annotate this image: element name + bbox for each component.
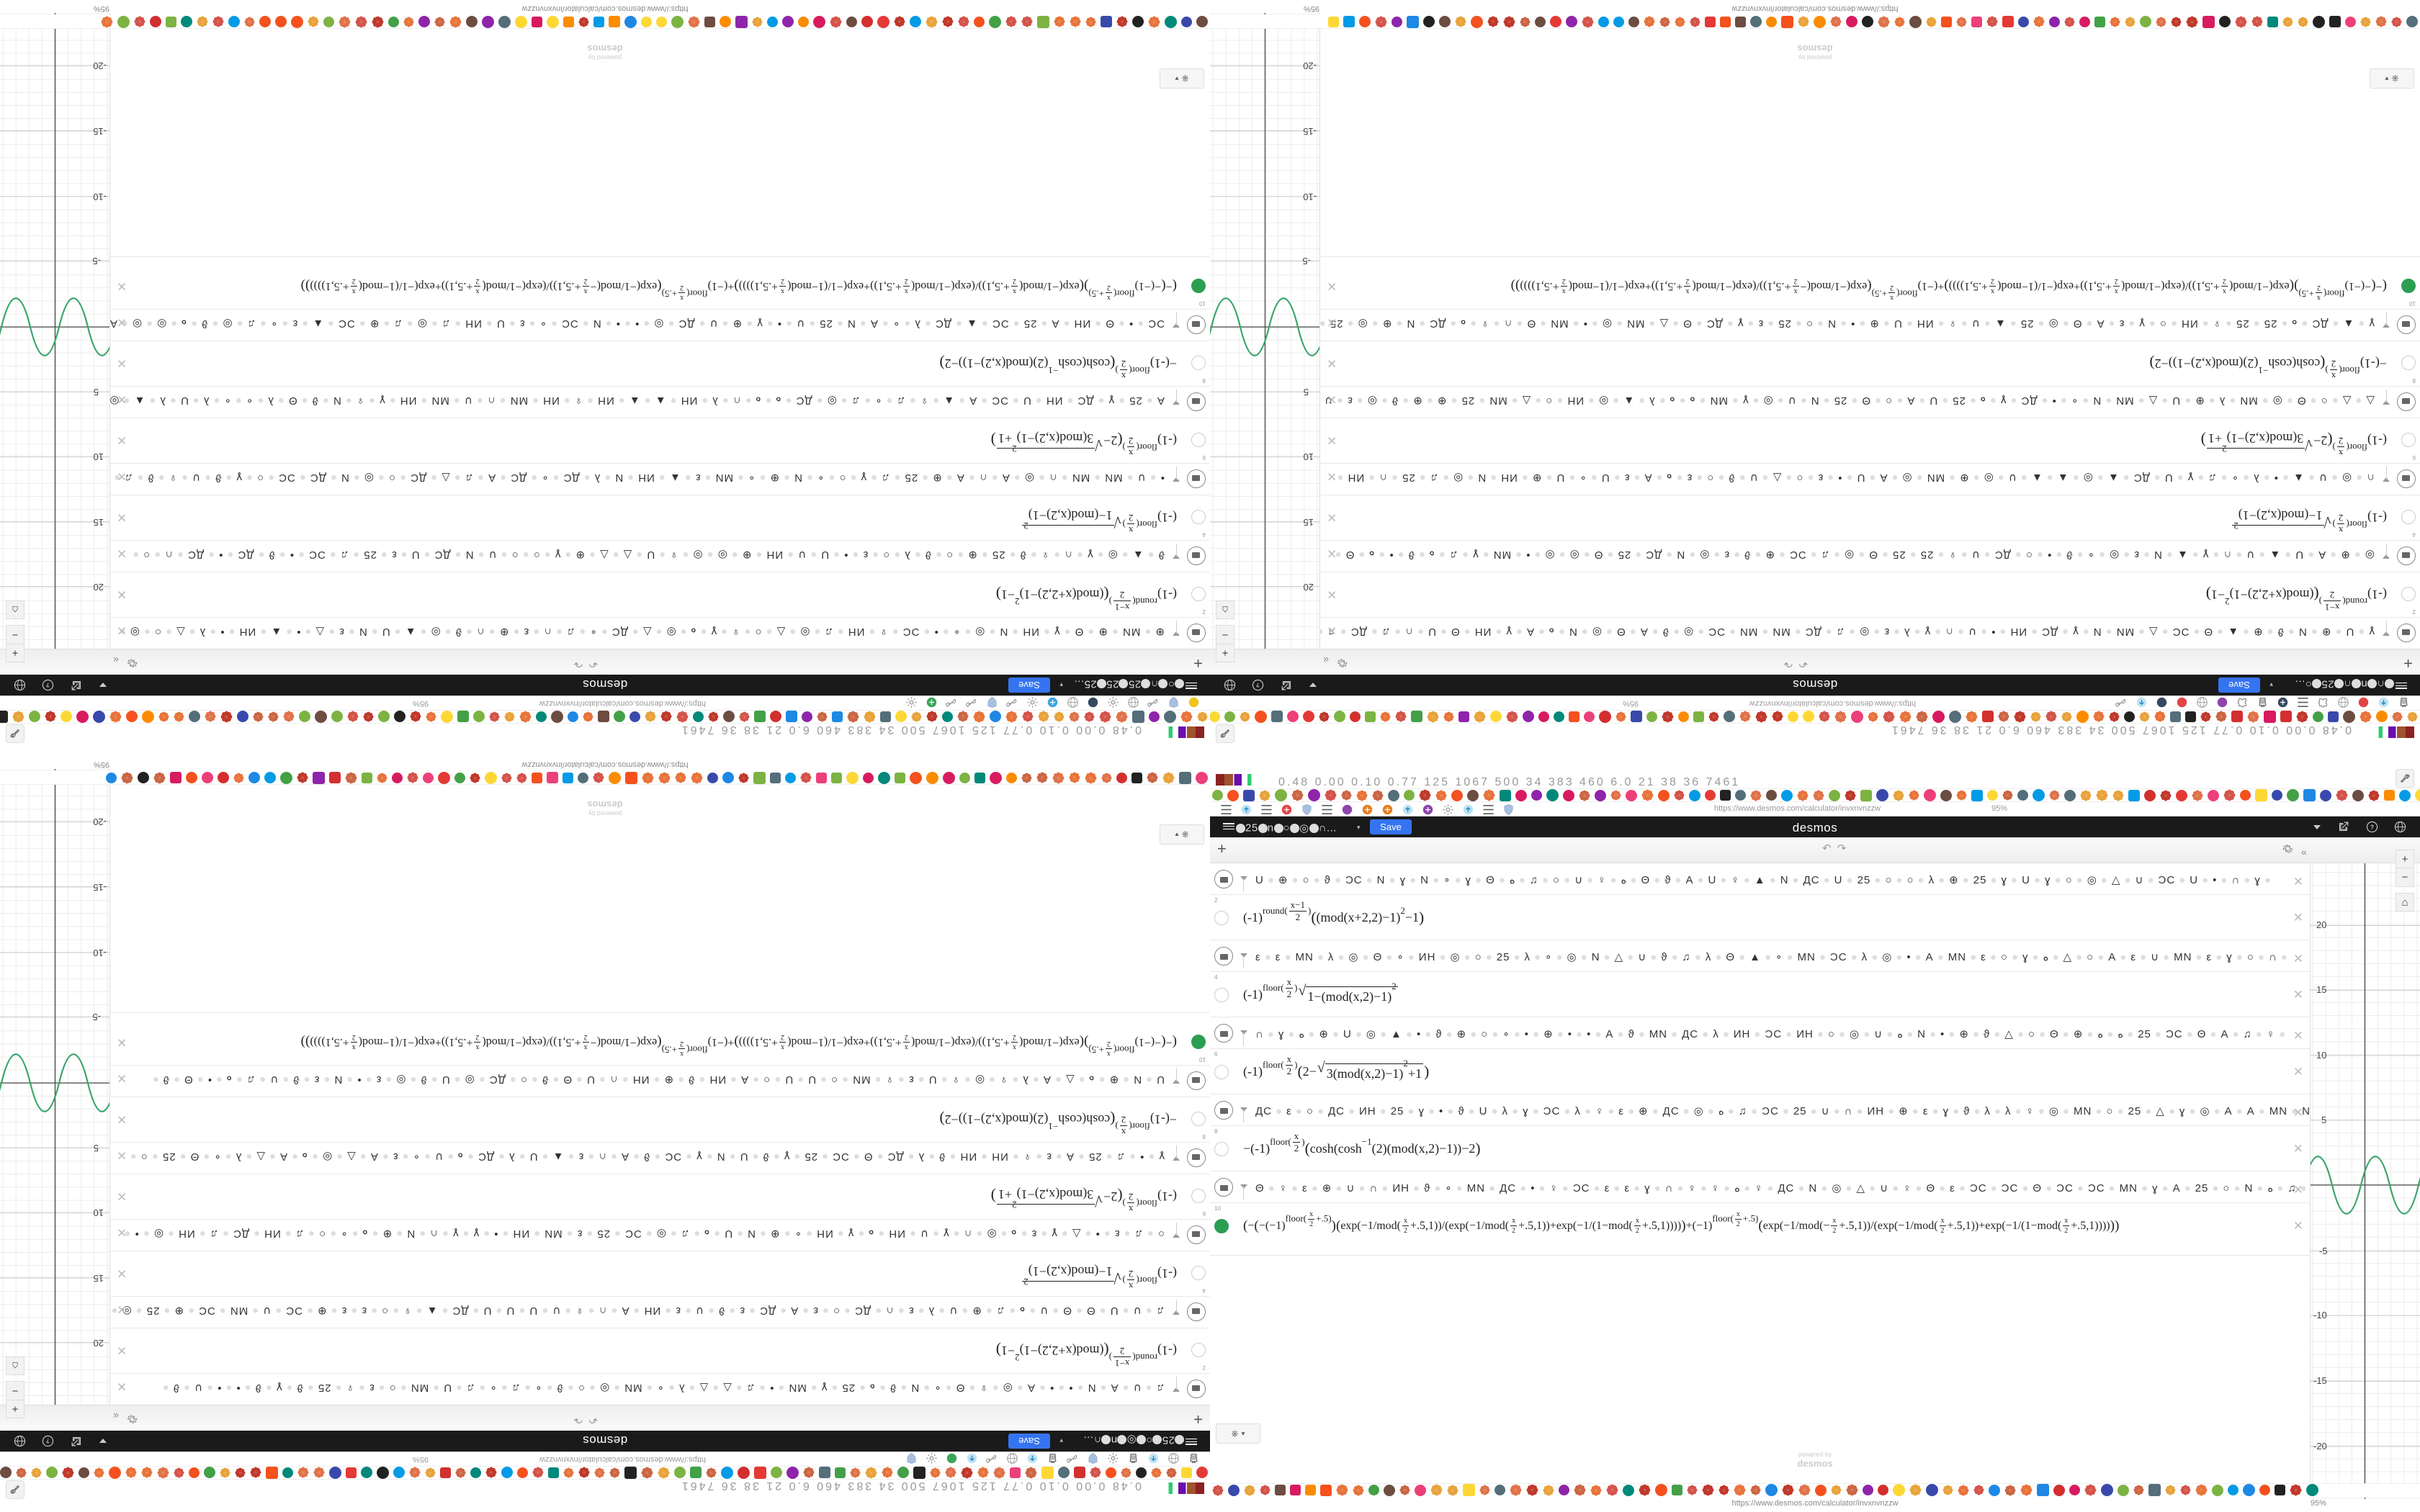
svg-text:?: ?	[2370, 824, 2374, 831]
svg-text:?: ?	[46, 1437, 50, 1444]
svg-text:?: ?	[1256, 681, 1260, 688]
svg-text:?: ?	[46, 681, 50, 688]
